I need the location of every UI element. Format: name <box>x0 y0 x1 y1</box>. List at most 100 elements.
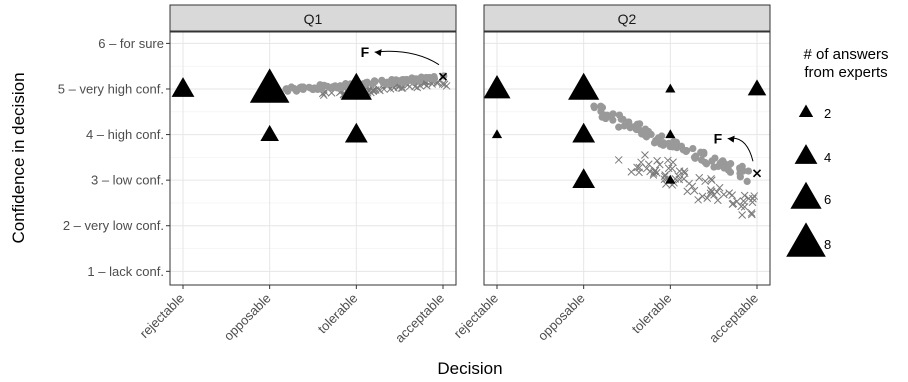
simulation-cross <box>725 189 734 197</box>
simulation-cross <box>649 171 658 179</box>
simulation-cross <box>739 197 748 205</box>
simulation-cross <box>633 163 641 172</box>
legend-triangle <box>798 104 814 117</box>
simulation-cross <box>715 183 724 192</box>
trajectory-point <box>615 123 623 131</box>
simulation-cross <box>438 80 447 88</box>
trajectory-point <box>724 166 732 174</box>
y-axis-title: Confidence in decision <box>9 72 28 243</box>
x-tick-label: acceptable <box>706 291 761 346</box>
trajectory-point <box>429 75 437 83</box>
x-tick-label: acceptable <box>392 291 447 346</box>
simulation-cross <box>685 179 693 188</box>
trajectory-point <box>383 78 391 86</box>
simulation-cross <box>750 192 759 200</box>
simulation-cross <box>652 168 661 177</box>
simulation-cross <box>669 158 677 167</box>
simulation-cross <box>369 87 378 96</box>
expert-triangle <box>665 129 676 139</box>
expert-triangle <box>491 129 503 139</box>
simulation-cross <box>690 186 699 195</box>
simulation-cross <box>442 82 451 90</box>
y-tick-label: 3 – low conf. <box>91 173 164 188</box>
simulation-cross <box>675 167 684 175</box>
legend-label: 8 <box>824 237 831 252</box>
simulation-cross <box>747 209 756 217</box>
trajectory-point <box>744 167 753 175</box>
simulation-cross <box>637 158 645 167</box>
expert-triangle <box>572 122 596 143</box>
simulation-cross <box>683 187 692 196</box>
trajectory-point <box>711 154 719 162</box>
simulation-cross <box>698 192 707 201</box>
expert-triangle <box>249 68 290 103</box>
simulation-cross <box>644 160 653 169</box>
simulation-cross <box>738 211 747 219</box>
trajectory-point <box>700 150 708 158</box>
legend-label: 6 <box>824 192 831 207</box>
trajectory-point <box>672 138 681 146</box>
simulation-cross <box>641 151 649 159</box>
simulation-cross <box>664 164 673 173</box>
simulation-cross <box>653 156 661 165</box>
plot-background <box>484 32 770 285</box>
simulation-cross <box>642 164 651 173</box>
trajectory-point <box>710 163 718 171</box>
expert-triangle <box>344 122 368 143</box>
annotation-label: F <box>714 131 723 147</box>
trajectory-point <box>590 103 598 112</box>
simulation-cross <box>701 177 710 186</box>
trajectory-point <box>619 115 627 123</box>
legend-title: from experts <box>804 64 887 81</box>
trajectory-point <box>390 77 399 85</box>
x-tick-label: rejectable <box>451 291 501 341</box>
trajectory-point <box>287 83 295 91</box>
panel-strip <box>169 4 457 32</box>
trajectory-point <box>633 120 641 128</box>
annotation-arrowhead <box>374 49 382 57</box>
simulation-cross <box>713 196 722 205</box>
expert-triangle <box>171 77 195 97</box>
simulation-cross <box>728 200 737 208</box>
simulation-cross <box>703 194 712 202</box>
legend-title: # of answers <box>803 46 888 63</box>
trajectory-point <box>702 160 711 168</box>
expert-triangle <box>665 83 676 93</box>
expert-triangle <box>747 79 767 96</box>
panel-title: Q1 <box>304 11 323 27</box>
annotation-arrow <box>374 50 440 66</box>
panel-border <box>169 31 457 286</box>
simulation-cross <box>664 156 672 165</box>
simulation-cross <box>627 168 636 176</box>
simulation-cross <box>651 166 660 175</box>
trajectory-point <box>683 147 691 155</box>
trajectory-point <box>690 153 699 161</box>
legend-triangle <box>790 181 822 209</box>
legend-label: 4 <box>824 150 831 165</box>
simulation-cross <box>694 195 702 204</box>
simulation-cross <box>733 197 741 206</box>
plot-background <box>170 32 456 285</box>
final-marker <box>438 72 448 81</box>
trajectory-point <box>336 82 344 90</box>
simulation-cross <box>674 171 682 180</box>
trajectory-point <box>328 83 337 91</box>
simulation-cross <box>748 198 757 207</box>
simulation-cross <box>747 210 756 219</box>
trajectory-point <box>650 139 659 147</box>
simulation-cross <box>668 164 677 173</box>
simulation-cross <box>635 163 644 172</box>
final-marker <box>752 169 762 178</box>
trajectory-point <box>298 85 306 93</box>
y-tick-label: 1 – lack conf. <box>87 264 164 279</box>
x-tick-label: rejectable <box>137 291 187 341</box>
expert-triangle <box>568 72 600 100</box>
trajectory-point <box>718 157 726 166</box>
simulation-cross <box>740 203 749 211</box>
simulation-cross <box>661 171 669 179</box>
simulation-cross <box>706 186 715 194</box>
simulation-cross <box>707 174 715 183</box>
x-tick-label: opposable <box>221 291 274 344</box>
trajectory-point <box>609 110 617 118</box>
